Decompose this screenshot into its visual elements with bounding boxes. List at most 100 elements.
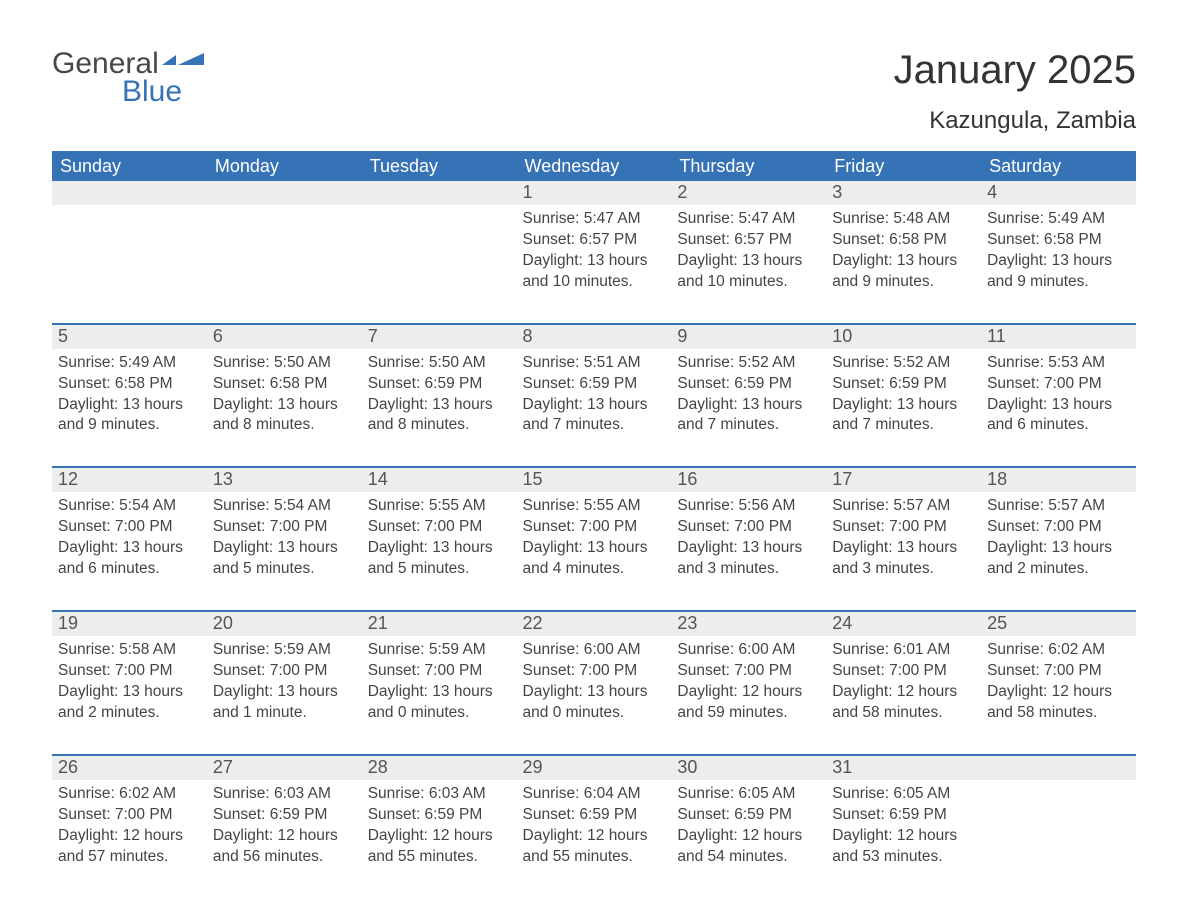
sunset-text: Sunset: 7:00 PM <box>677 661 820 682</box>
day-data: Sunrise: 6:04 AMSunset: 6:59 PMDaylight:… <box>517 780 672 898</box>
sunrise-text: Sunrise: 5:51 AM <box>523 353 666 374</box>
day-number: 4 <box>981 181 1136 205</box>
day-cell: 15Sunrise: 5:55 AMSunset: 7:00 PMDayligh… <box>517 467 672 611</box>
empty-day-number <box>981 756 1136 780</box>
day-number: 20 <box>207 612 362 636</box>
sunset-text: Sunset: 6:58 PM <box>58 374 201 395</box>
sunset-text: Sunset: 6:59 PM <box>677 805 820 826</box>
day-cell <box>207 181 362 324</box>
sunset-text: Sunset: 7:00 PM <box>58 517 201 538</box>
sunrise-text: Sunrise: 5:47 AM <box>677 209 820 230</box>
table-row: 1Sunrise: 5:47 AMSunset: 6:57 PMDaylight… <box>52 181 1136 324</box>
brand-logo: General Blue <box>52 48 204 107</box>
sunrise-text: Sunrise: 5:48 AM <box>832 209 975 230</box>
day-number: 13 <box>207 468 362 492</box>
daylight-text: Daylight: 13 hours and 9 minutes. <box>832 251 975 293</box>
sunset-text: Sunset: 6:59 PM <box>523 805 666 826</box>
day-data: Sunrise: 5:54 AMSunset: 7:00 PMDaylight:… <box>207 492 362 610</box>
daylight-text: Daylight: 12 hours and 58 minutes. <box>987 682 1130 724</box>
day-data: Sunrise: 5:47 AMSunset: 6:57 PMDaylight:… <box>517 205 672 323</box>
day-number: 19 <box>52 612 207 636</box>
daylight-text: Daylight: 12 hours and 59 minutes. <box>677 682 820 724</box>
day-number: 31 <box>826 756 981 780</box>
day-number: 15 <box>517 468 672 492</box>
daylight-text: Daylight: 13 hours and 7 minutes. <box>832 395 975 437</box>
daylight-text: Daylight: 12 hours and 54 minutes. <box>677 826 820 868</box>
sunrise-calendar: SundayMondayTuesdayWednesdayThursdayFrid… <box>52 151 1136 897</box>
day-data: Sunrise: 5:59 AMSunset: 7:00 PMDaylight:… <box>207 636 362 754</box>
day-number: 16 <box>671 468 826 492</box>
daylight-text: Daylight: 13 hours and 0 minutes. <box>523 682 666 724</box>
table-row: 12Sunrise: 5:54 AMSunset: 7:00 PMDayligh… <box>52 467 1136 611</box>
day-cell: 22Sunrise: 6:00 AMSunset: 7:00 PMDayligh… <box>517 611 672 755</box>
day-cell: 25Sunrise: 6:02 AMSunset: 7:00 PMDayligh… <box>981 611 1136 755</box>
daylight-text: Daylight: 12 hours and 57 minutes. <box>58 826 201 868</box>
daylight-text: Daylight: 12 hours and 55 minutes. <box>523 826 666 868</box>
col-header: Wednesday <box>517 151 672 181</box>
sunset-text: Sunset: 6:59 PM <box>677 374 820 395</box>
sunset-text: Sunset: 6:59 PM <box>368 805 511 826</box>
day-data: Sunrise: 6:05 AMSunset: 6:59 PMDaylight:… <box>671 780 826 898</box>
sunrise-text: Sunrise: 6:00 AM <box>677 640 820 661</box>
sunset-text: Sunset: 6:59 PM <box>523 374 666 395</box>
day-cell: 17Sunrise: 5:57 AMSunset: 7:00 PMDayligh… <box>826 467 981 611</box>
sunrise-text: Sunrise: 5:56 AM <box>677 496 820 517</box>
sunrise-text: Sunrise: 6:00 AM <box>523 640 666 661</box>
day-cell: 1Sunrise: 5:47 AMSunset: 6:57 PMDaylight… <box>517 181 672 324</box>
day-data: Sunrise: 6:02 AMSunset: 7:00 PMDaylight:… <box>981 636 1136 754</box>
day-cell: 30Sunrise: 6:05 AMSunset: 6:59 PMDayligh… <box>671 755 826 898</box>
daylight-text: Daylight: 12 hours and 53 minutes. <box>832 826 975 868</box>
day-cell: 31Sunrise: 6:05 AMSunset: 6:59 PMDayligh… <box>826 755 981 898</box>
daylight-text: Daylight: 13 hours and 1 minute. <box>213 682 356 724</box>
sunset-text: Sunset: 6:58 PM <box>832 230 975 251</box>
empty-day-data <box>207 205 362 313</box>
daylight-text: Daylight: 13 hours and 10 minutes. <box>677 251 820 293</box>
day-data: Sunrise: 5:56 AMSunset: 7:00 PMDaylight:… <box>671 492 826 610</box>
sunset-text: Sunset: 7:00 PM <box>832 661 975 682</box>
day-number: 12 <box>52 468 207 492</box>
day-cell: 14Sunrise: 5:55 AMSunset: 7:00 PMDayligh… <box>362 467 517 611</box>
col-header: Monday <box>207 151 362 181</box>
day-data: Sunrise: 6:05 AMSunset: 6:59 PMDaylight:… <box>826 780 981 898</box>
day-number: 3 <box>826 181 981 205</box>
day-number: 24 <box>826 612 981 636</box>
day-data: Sunrise: 5:51 AMSunset: 6:59 PMDaylight:… <box>517 349 672 467</box>
sunset-text: Sunset: 7:00 PM <box>58 805 201 826</box>
day-data: Sunrise: 5:49 AMSunset: 6:58 PMDaylight:… <box>981 205 1136 323</box>
daylight-text: Daylight: 13 hours and 8 minutes. <box>368 395 511 437</box>
sunset-text: Sunset: 7:00 PM <box>58 661 201 682</box>
day-cell: 16Sunrise: 5:56 AMSunset: 7:00 PMDayligh… <box>671 467 826 611</box>
table-row: 5Sunrise: 5:49 AMSunset: 6:58 PMDaylight… <box>52 324 1136 468</box>
daylight-text: Daylight: 13 hours and 3 minutes. <box>832 538 975 580</box>
calendar-header: SundayMondayTuesdayWednesdayThursdayFrid… <box>52 151 1136 181</box>
sunrise-text: Sunrise: 5:54 AM <box>58 496 201 517</box>
sunset-text: Sunset: 6:58 PM <box>213 374 356 395</box>
day-cell: 4Sunrise: 5:49 AMSunset: 6:58 PMDaylight… <box>981 181 1136 324</box>
sunset-text: Sunset: 6:57 PM <box>677 230 820 251</box>
col-header: Friday <box>826 151 981 181</box>
day-number: 1 <box>517 181 672 205</box>
day-data: Sunrise: 5:54 AMSunset: 7:00 PMDaylight:… <box>52 492 207 610</box>
daylight-text: Daylight: 13 hours and 5 minutes. <box>368 538 511 580</box>
sunrise-text: Sunrise: 6:03 AM <box>368 784 511 805</box>
day-cell: 18Sunrise: 5:57 AMSunset: 7:00 PMDayligh… <box>981 467 1136 611</box>
day-number: 27 <box>207 756 362 780</box>
day-number: 11 <box>981 325 1136 349</box>
sunrise-text: Sunrise: 5:52 AM <box>832 353 975 374</box>
day-number: 29 <box>517 756 672 780</box>
day-cell: 8Sunrise: 5:51 AMSunset: 6:59 PMDaylight… <box>517 324 672 468</box>
daylight-text: Daylight: 13 hours and 2 minutes. <box>58 682 201 724</box>
day-number: 28 <box>362 756 517 780</box>
daylight-text: Daylight: 13 hours and 6 minutes. <box>987 395 1130 437</box>
sunrise-text: Sunrise: 5:55 AM <box>523 496 666 517</box>
day-number: 21 <box>362 612 517 636</box>
sunset-text: Sunset: 7:00 PM <box>832 517 975 538</box>
day-cell: 11Sunrise: 5:53 AMSunset: 7:00 PMDayligh… <box>981 324 1136 468</box>
sunset-text: Sunset: 6:59 PM <box>368 374 511 395</box>
brand-part2: Blue <box>122 76 204 108</box>
daylight-text: Daylight: 13 hours and 7 minutes. <box>677 395 820 437</box>
table-row: 19Sunrise: 5:58 AMSunset: 7:00 PMDayligh… <box>52 611 1136 755</box>
sunrise-text: Sunrise: 5:59 AM <box>368 640 511 661</box>
sunset-text: Sunset: 7:00 PM <box>368 517 511 538</box>
sunset-text: Sunset: 7:00 PM <box>987 661 1130 682</box>
